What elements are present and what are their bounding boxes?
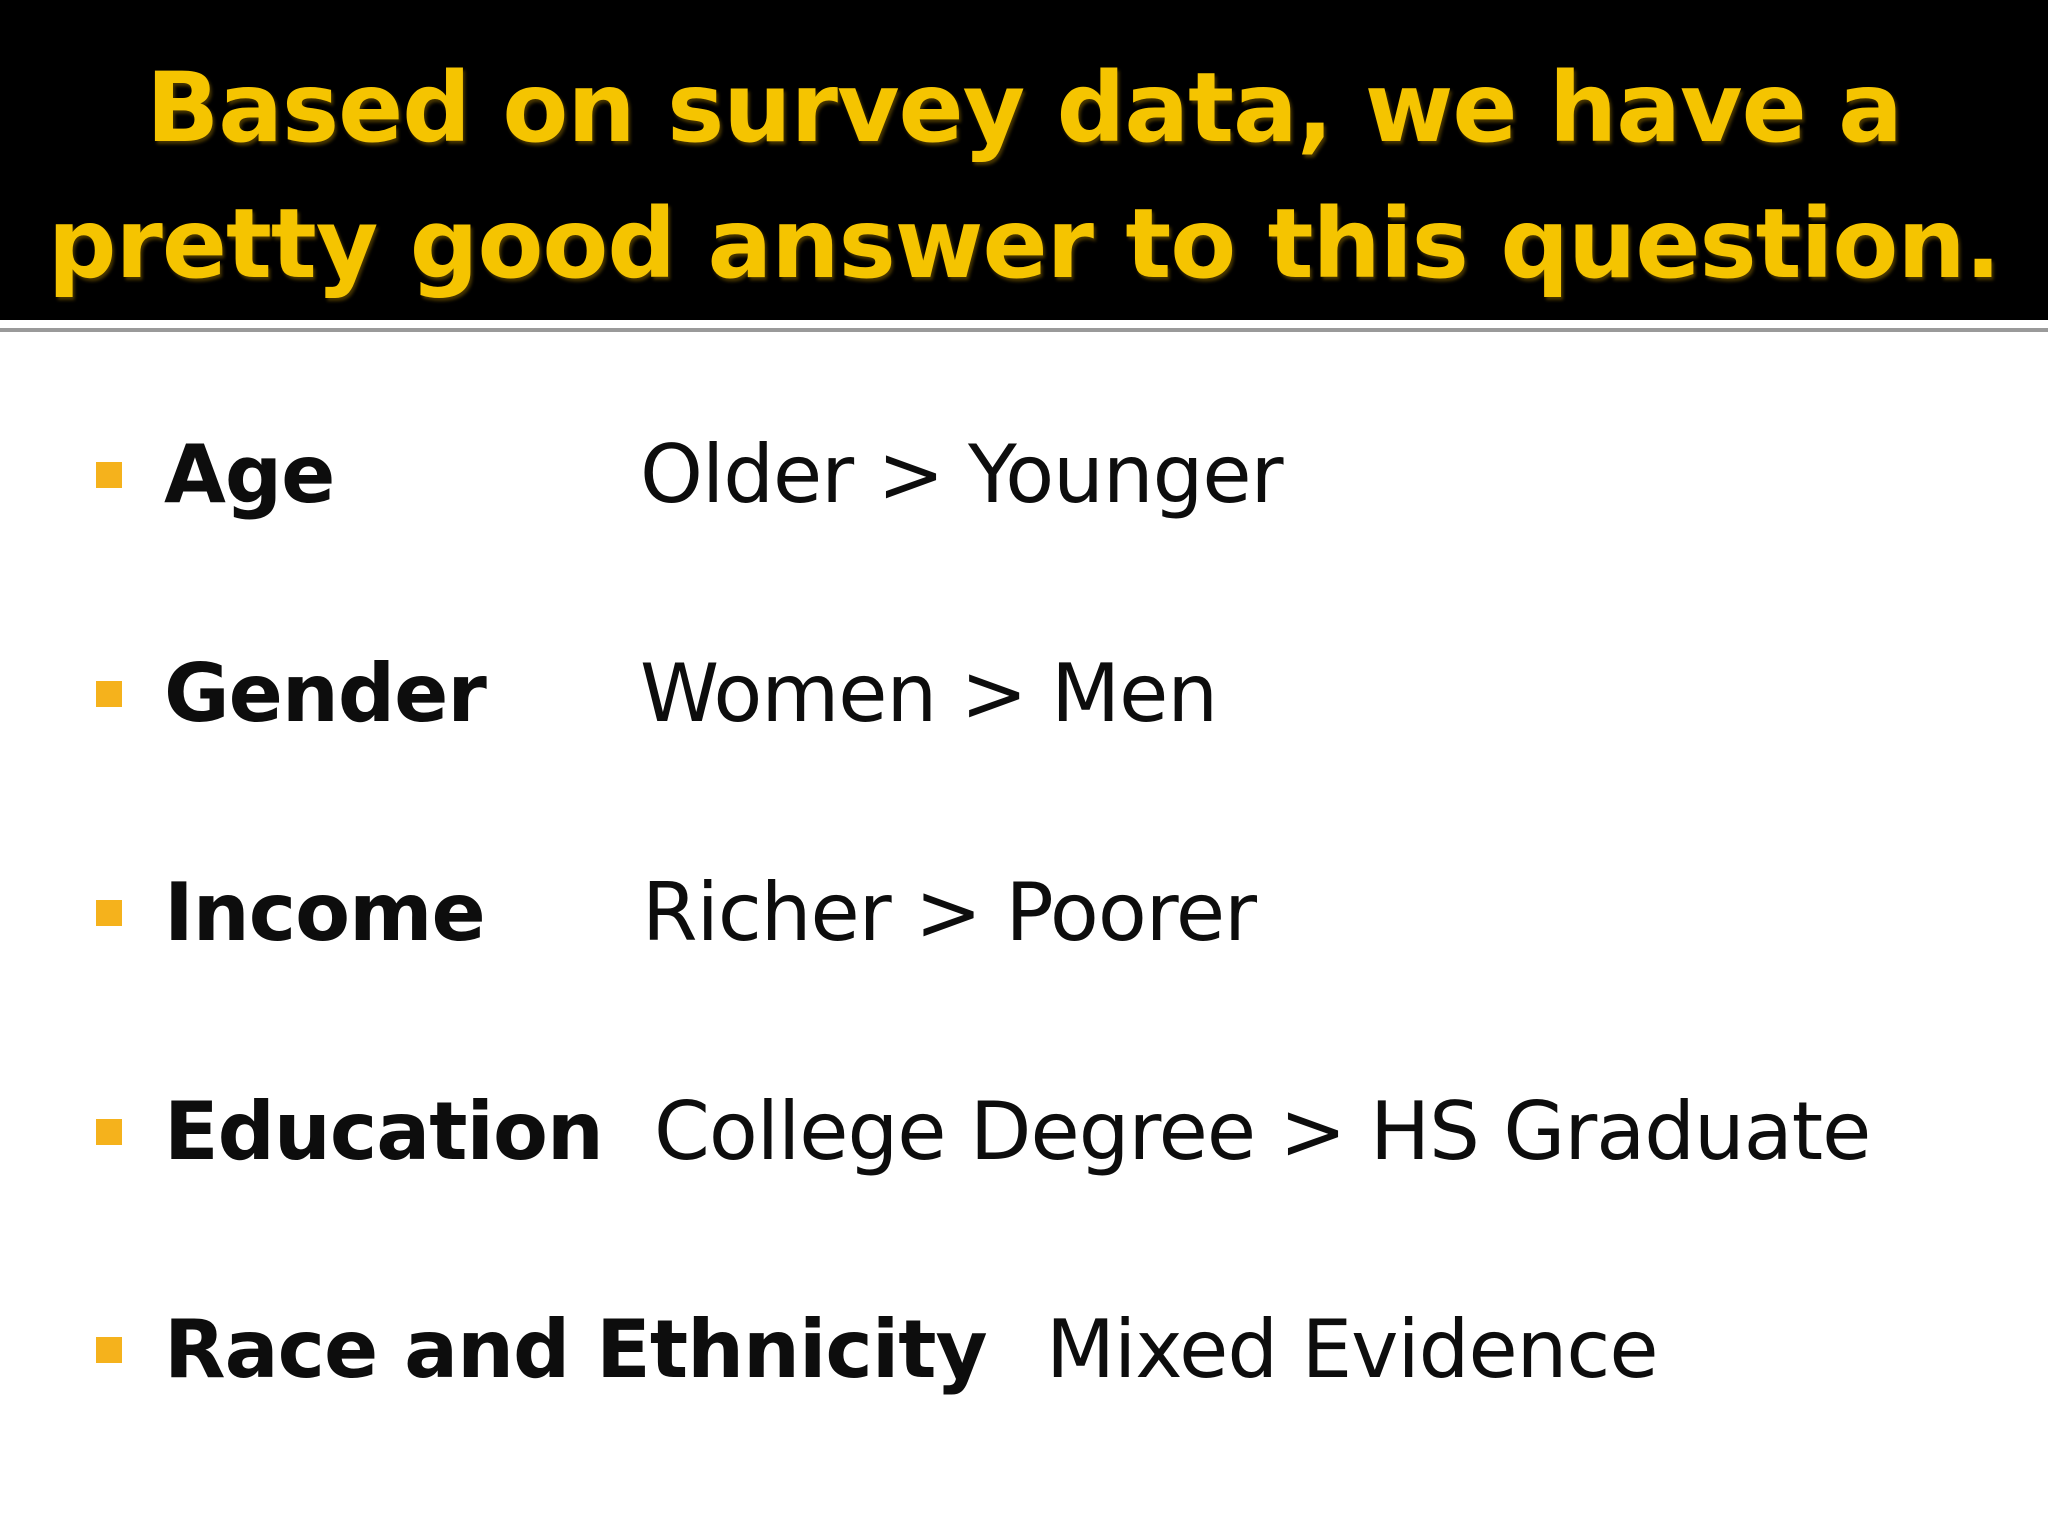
bullet-value: Mixed Evidence	[1046, 1303, 1659, 1396]
title-band: Based on survey data, we have a pretty g…	[0, 0, 2048, 320]
bullet-row-education: Education College Degree > HS Graduate	[0, 1077, 2048, 1187]
bullet-value: College Degree > HS Graduate	[654, 1085, 1871, 1178]
bullet-row-race-ethnicity: Race and Ethnicity Mixed Evidence	[0, 1295, 2048, 1405]
square-bullet-icon	[96, 1337, 122, 1363]
square-bullet-icon	[96, 1119, 122, 1145]
bullet-label: Age	[164, 428, 335, 521]
bullet-value: Older > Younger	[640, 428, 1283, 521]
square-bullet-icon	[96, 681, 122, 707]
square-bullet-icon	[96, 900, 122, 926]
title-divider-gray	[0, 328, 2048, 332]
title-divider-light	[0, 320, 2048, 325]
bullet-label: Gender	[164, 647, 487, 740]
bullet-label: Income	[164, 866, 486, 959]
slide-title: Based on survey data, we have a pretty g…	[47, 52, 2001, 300]
bullet-row-gender: Gender Women > Men	[0, 639, 2048, 749]
square-bullet-icon	[96, 462, 122, 488]
bullet-value: Richer > Poorer	[642, 866, 1257, 959]
bullet-value: Women > Men	[640, 647, 1218, 740]
bullet-row-age: Age Older > Younger	[0, 420, 2048, 530]
bullet-label: Race and Ethnicity	[164, 1303, 988, 1396]
bullet-label: Education	[164, 1085, 604, 1178]
bullet-row-income: Income Richer > Poorer	[0, 858, 2048, 968]
